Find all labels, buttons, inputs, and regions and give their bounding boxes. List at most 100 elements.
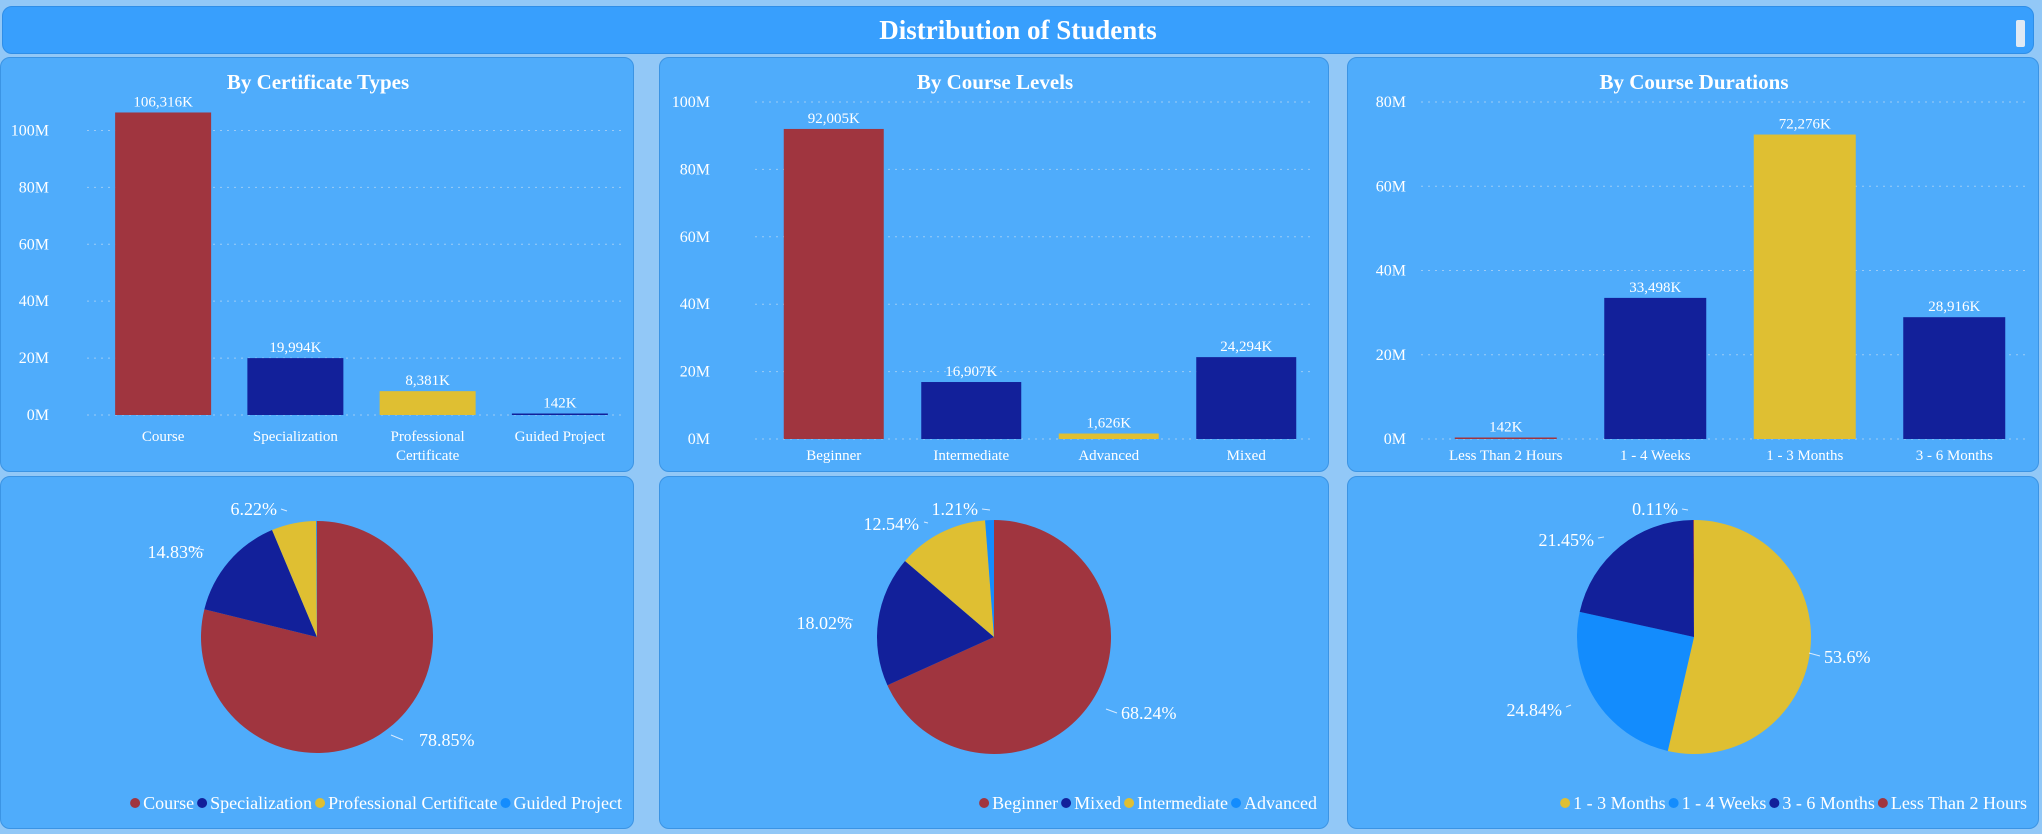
legend-marker <box>1124 798 1135 808</box>
label-leader-line <box>1597 536 1605 539</box>
pie-chart-svg: 68.24% 18.02% 12.54% 1.21% Beginner Mixed Inte… <box>797 499 1318 813</box>
data-label: 106,316K <box>133 94 193 110</box>
y-tick-label: 20M <box>680 364 710 381</box>
scrollbar-thumb[interactable] <box>2016 20 2025 47</box>
slice-percent-label: 6.22% <box>231 499 278 519</box>
legend-item-1-4-weeks[interactable]: 1 - 4 Weeks <box>1682 793 1767 813</box>
chart-title: By Course Durations <box>1599 70 1788 94</box>
legend-item-intermediate[interactable]: Intermediate <box>1137 793 1228 813</box>
slice-percent-label: 78.85% <box>419 730 475 750</box>
bar-specialization[interactable] <box>247 358 344 415</box>
y-tick-label: 0M <box>1384 431 1406 448</box>
pie-slice-less-than-2-hours[interactable] <box>1693 520 1694 637</box>
pie-slice-3-6-months[interactable] <box>1579 520 1694 637</box>
pie-slice-professional-certificate[interactable] <box>272 521 317 637</box>
label-leader-line <box>1681 508 1689 511</box>
legend-item-1-3-months[interactable]: 1 - 3 Months <box>1573 793 1666 813</box>
pie-slice-course[interactable] <box>201 521 434 753</box>
bar-3-6-months[interactable] <box>1903 317 2006 439</box>
legend-marker <box>197 798 208 808</box>
slice-percent-label: 12.54% <box>864 514 920 534</box>
legend: Beginner Mixed Intermediate Advanced <box>979 793 1317 813</box>
bar-1-3-months[interactable] <box>1753 134 1856 439</box>
pie-chart-svg: 78.85% 14.83% 6.22% Course Specialization Pro… <box>130 499 622 813</box>
label-leader-line <box>1105 708 1118 714</box>
x-category-label: 3 - 6 Months <box>1916 448 1993 464</box>
bar-guided-project[interactable] <box>511 413 608 416</box>
pie-slice-advanced[interactable] <box>985 520 994 637</box>
data-label: 28,916K <box>1928 299 1980 315</box>
legend-marker <box>1231 798 1242 808</box>
bar-course[interactable] <box>115 112 212 415</box>
y-tick-label: 60M <box>1376 178 1406 195</box>
y-tick-label: 60M <box>680 229 710 246</box>
legend-marker <box>130 798 141 808</box>
bar-chart-svg: By Certificate Types 0M 20M 40M 60M 80M 100M 10… <box>11 70 626 464</box>
slice-percent-label: 68.24% <box>1121 703 1177 723</box>
legend-marker <box>1769 798 1780 808</box>
x-category-label: Intermediate <box>933 448 1009 464</box>
data-label: 24,294K <box>1220 339 1272 355</box>
legend-item-course[interactable]: Course <box>143 793 194 813</box>
legend-item-professional-certificate[interactable]: Professional Certificate <box>328 793 497 813</box>
legend-item-guided-project[interactable]: Guided Project <box>514 793 622 813</box>
bar-advanced[interactable] <box>1058 433 1159 439</box>
legend-item-advanced[interactable]: Advanced <box>1244 793 1317 813</box>
bar-1-4-weeks[interactable] <box>1604 297 1707 439</box>
legend-item-less-than-2-hours[interactable]: Less Than 2 Hours <box>1891 793 2027 813</box>
x-category-label: Less Than 2 Hours <box>1449 448 1563 464</box>
pie-slice-specialization[interactable] <box>204 530 317 637</box>
label-leader-line <box>923 521 929 524</box>
legend-marker <box>1877 798 1888 808</box>
bar-chart-svg: By Course Durations 0M 20M 40M 60M 80M 142K Les… <box>1376 70 2029 464</box>
y-tick-label: 40M <box>680 296 710 313</box>
chart-title: By Certificate Types <box>227 70 409 94</box>
x-category-label: Guided Project <box>515 429 606 445</box>
legend-item-3-6-months[interactable]: 3 - 6 Months <box>1782 793 1875 813</box>
data-label: 72,276K <box>1779 117 1831 133</box>
legend-marker <box>1560 798 1571 808</box>
slice-percent-label: 14.83% <box>148 542 204 562</box>
legend-marker <box>315 798 326 808</box>
legend-marker <box>500 798 511 808</box>
pie-chart-course-levels: 68.24% 18.02% 12.54% 1.21% Beginner Mixed Inte… <box>659 476 1329 829</box>
legend-item-beginner[interactable]: Beginner <box>992 793 1058 813</box>
bar-chart-svg: By Course Levels 0M 20M 40M 60M 80M 100M 92,005… <box>672 70 1315 464</box>
legend-item-specialization[interactable]: Specialization <box>210 793 312 813</box>
bar-intermediate[interactable] <box>921 382 1022 439</box>
y-tick-label: 0M <box>27 407 49 424</box>
pie-slice-intermediate[interactable] <box>905 520 994 637</box>
y-tick-label: 0M <box>688 431 710 448</box>
bar-chart-course-durations: By Course Durations 0M 20M 40M 60M 80M 142K Les… <box>1347 57 2039 472</box>
data-label: 19,994K <box>269 340 321 356</box>
pie-slice-1-4-weeks[interactable] <box>1577 611 1694 752</box>
x-category-label: Mixed <box>1227 448 1267 464</box>
data-label: 1,626K <box>1086 416 1131 432</box>
label-leader-line <box>390 734 404 741</box>
pie-chart-svg: 53.6% 24.84% 21.45% 0.11% 1 - 3 Months 1 - 4 … <box>1507 499 2028 813</box>
slice-percent-label: 21.45% <box>1539 530 1595 550</box>
legend-marker <box>1668 798 1679 808</box>
slice-percent-label: 1.21% <box>932 499 979 519</box>
pie-chart-course-durations: 53.6% 24.84% 21.45% 0.11% 1 - 3 Months 1 - 4 … <box>1347 476 2039 829</box>
legend-marker <box>979 798 990 808</box>
bar-less-than-2-hours[interactable] <box>1454 437 1557 440</box>
y-tick-label: 60M <box>19 236 49 253</box>
pie-slice-beginner[interactable] <box>887 520 1111 754</box>
pie-slice-mixed[interactable] <box>877 561 994 686</box>
bar-beginner[interactable] <box>783 128 884 439</box>
x-category-label: Professional <box>391 429 465 445</box>
legend-item-mixed[interactable]: Mixed <box>1074 793 1121 813</box>
pie-slice-1-3-months[interactable] <box>1667 520 1811 754</box>
pie-slice-guided-project[interactable] <box>316 521 317 637</box>
label-leader-line <box>280 508 288 512</box>
label-leader-line <box>981 508 991 511</box>
y-tick-label: 40M <box>19 293 49 310</box>
bar-mixed[interactable] <box>1196 357 1297 439</box>
label-leader-line <box>1808 652 1821 657</box>
x-category-label: 1 - 4 Weeks <box>1620 448 1691 464</box>
data-label: 92,005K <box>808 111 860 127</box>
bar-professional-certificate[interactable] <box>379 391 476 415</box>
bar-chart-course-levels: By Course Levels 0M 20M 40M 60M 80M 100M 92,005… <box>659 57 1329 472</box>
y-tick-label: 20M <box>19 350 49 367</box>
